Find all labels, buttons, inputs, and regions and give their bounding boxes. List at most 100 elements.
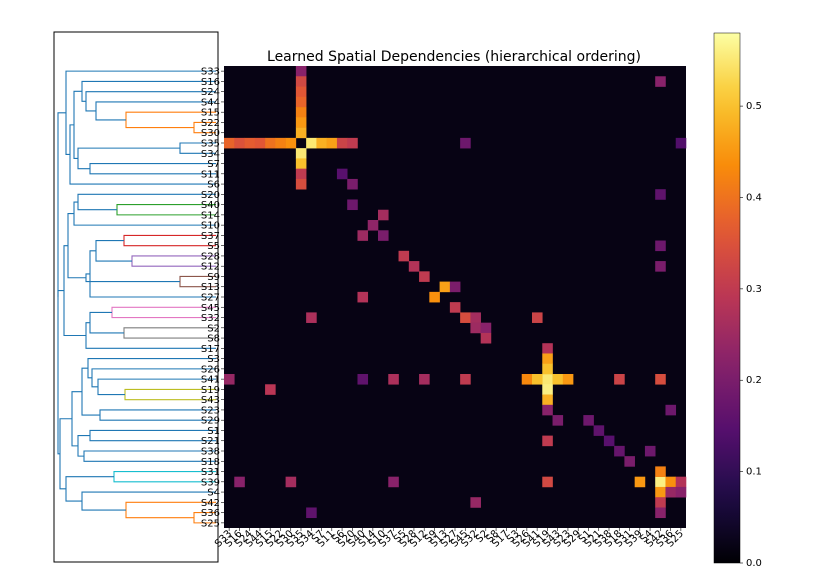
dendrogram-link [123, 327, 216, 339]
y-tick-label: S8 [207, 334, 220, 345]
heatmap-cell [480, 322, 492, 334]
heatmap-cell [295, 96, 307, 108]
heatmap-cell [655, 261, 666, 272]
heatmap-cell [542, 394, 553, 406]
y-tick-label: S27 [201, 293, 220, 304]
heatmap-cell [655, 507, 666, 519]
heatmap-cell [470, 322, 481, 334]
dendrogram-link [63, 245, 86, 337]
heatmap-cell [429, 291, 440, 303]
y-tick-label: S45 [201, 303, 220, 314]
y-tick-label: S24 [201, 87, 220, 98]
heatmap-cell [295, 107, 307, 118]
heatmap-cell [614, 374, 625, 385]
heatmap-cell [275, 137, 286, 149]
heatmap-cell [614, 445, 625, 457]
y-tick-label: S7 [207, 159, 220, 170]
dendrogram-link [77, 193, 216, 211]
heatmap-cell [285, 137, 297, 149]
heatmap-cell [552, 374, 564, 385]
y-tick-label: S2 [207, 323, 220, 334]
heatmap-cell [306, 137, 317, 149]
heatmap-cell [542, 363, 553, 375]
colorbar-tick-label: 0.4 [746, 192, 762, 203]
heatmap-cell [295, 158, 307, 169]
heatmap-cell [336, 168, 348, 180]
heatmap-cell [295, 148, 307, 159]
heatmap-cell [470, 312, 481, 323]
dendrogram-link [95, 239, 132, 262]
heatmap-cell [336, 137, 348, 149]
heatmap-cell [234, 137, 245, 149]
dendrogram-link [95, 101, 216, 121]
dendrogram-link [89, 311, 124, 334]
heatmap-cell [480, 332, 492, 344]
dendrogram-link [69, 124, 216, 185]
heatmap-cell [295, 86, 307, 98]
dendrogram-link [85, 91, 216, 112]
dendrogram-link [89, 250, 216, 298]
heatmap-cell [460, 137, 471, 149]
heatmap-cell [295, 117, 307, 128]
dendrogram-link [87, 358, 216, 379]
y-tick-label: S35 [201, 139, 220, 150]
heatmap-cell [655, 189, 666, 200]
y-tick-label: S5 [207, 241, 220, 252]
heatmap-cell [357, 374, 369, 385]
y-tick-label: S28 [201, 251, 220, 262]
dendrogram-link [71, 391, 82, 447]
y-tick-label: S31 [201, 467, 220, 478]
heatmap [224, 66, 687, 528]
heatmap-cell [562, 374, 574, 385]
dendrogram-link [99, 409, 216, 421]
heatmap-cell [254, 137, 266, 149]
heatmap-cell [655, 486, 666, 498]
heatmap-cell [655, 240, 666, 252]
y-tick-label: S18 [201, 457, 220, 468]
heatmap-cell [655, 466, 666, 477]
colorbar-tick-label: 0.2 [746, 375, 762, 386]
heatmap-cell [388, 374, 399, 385]
y-tick-label: S21 [201, 436, 220, 447]
y-tick-label: S25 [201, 518, 220, 529]
colorbar [713, 32, 741, 564]
heatmap-cell [378, 209, 389, 221]
y-tick-label: S37 [201, 231, 220, 242]
heatmap-cell [624, 456, 635, 467]
heatmap-cell [419, 374, 430, 385]
y-tick-label: S10 [201, 221, 220, 232]
y-tick-label: S23 [201, 405, 220, 416]
y-tick-label: S13 [201, 282, 220, 293]
dendrogram-link [85, 273, 180, 283]
y-tick-label: S1 [207, 426, 220, 437]
heatmap-cell [316, 137, 327, 149]
heatmap-cell [265, 384, 276, 395]
heatmap-cell [449, 302, 461, 313]
heatmap-cell [244, 137, 256, 149]
heatmap-cell [460, 374, 471, 385]
heatmap-cell [367, 220, 379, 231]
dendrogram-link [97, 378, 216, 396]
heatmap-cell [542, 353, 553, 365]
heatmap-cell [295, 76, 307, 87]
heatmap-cell [675, 137, 687, 149]
y-tick-label: S16 [201, 77, 220, 88]
y-tick-label: S26 [201, 364, 220, 375]
y-tick-label: S20 [201, 190, 220, 201]
dendrogram-link [81, 367, 100, 416]
chart-title: Learned Spatial Dependencies (hierarchic… [267, 49, 641, 65]
heatmap-cell [326, 137, 338, 149]
dendrogram [57, 70, 216, 524]
heatmap-cell [593, 425, 605, 436]
y-tick-label: S41 [201, 375, 220, 386]
y-tick-label: S15 [201, 108, 220, 119]
y-tick-label: S29 [201, 416, 220, 427]
y-tick-label: S36 [201, 508, 220, 519]
heatmap-cell [295, 168, 307, 180]
heatmap-cell [295, 66, 307, 77]
heatmap-cell [655, 476, 666, 488]
heatmap-cell [542, 435, 553, 447]
heatmap-cell [655, 76, 666, 87]
y-tick-label: S17 [201, 344, 220, 355]
